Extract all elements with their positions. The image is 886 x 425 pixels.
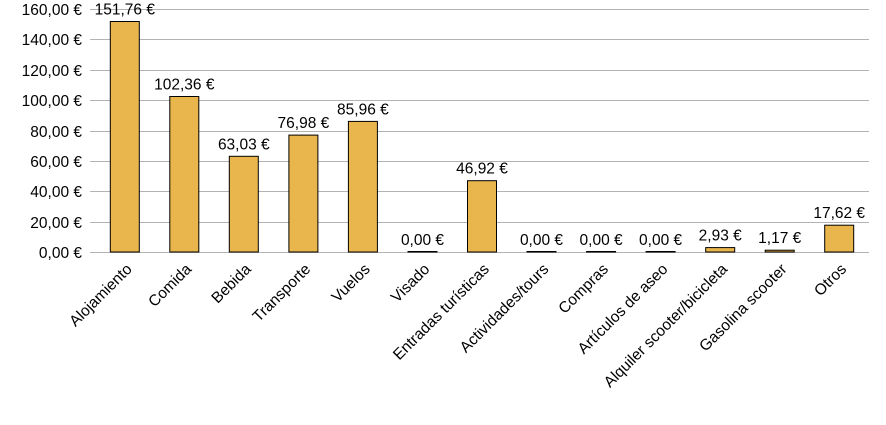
data-label: 17,62 € [813,205,865,222]
gridlines [90,9,869,253]
y-axis-ticks: 0,00 € 20,00 € 40,00 € 60,00 € 80,00 € 100,00… [22,2,83,262]
y-tick-label: 80,00 € [30,124,82,141]
bar [705,247,736,253]
data-label: 0,00 € [639,232,682,249]
data-label: 85,96 € [337,101,389,118]
x-tick-label: Otros [811,261,850,300]
bar [169,96,200,253]
bar [764,249,795,253]
y-tick-label: 120,00 € [22,63,83,80]
x-tick-label: Transporte [250,261,315,326]
data-label: 0,00 € [401,232,444,249]
x-tick-label: Alojamiento [66,261,135,330]
data-label: 63,03 € [218,136,270,153]
data-label: 0,00 € [580,232,623,249]
bar [824,224,855,253]
data-label: 1,17 € [758,230,801,247]
y-tick-label: 140,00 € [22,32,83,49]
bar [407,251,438,253]
data-label: 151,76 € [95,2,156,19]
y-tick-label: 100,00 € [22,93,83,110]
data-label: 0,00 € [520,232,563,249]
data-label: 46,92 € [456,161,508,178]
bars [109,21,855,253]
y-tick-label: 160,00 € [22,2,83,19]
data-label: 102,36 € [154,77,215,94]
bar [109,21,140,253]
y-tick-label: 40,00 € [30,184,82,201]
x-tick-label: Alquiler scooter/bicicleta [601,261,731,391]
data-labels: 151,76 € 102,36 € 63,03 € 76,98 € 85,96 € 0,0… [95,2,866,250]
x-tick-label: Visado [388,261,433,306]
bar [526,251,557,253]
bar [228,155,259,253]
x-tick-label: Compras [555,261,612,318]
bar [586,251,617,253]
bar [467,180,497,253]
bar [347,120,378,253]
y-tick-label: 20,00 € [30,215,82,232]
x-tick-label: Bebida [208,261,254,307]
y-tick-label: 60,00 € [30,154,82,171]
data-label: 76,98 € [278,115,330,132]
bar [645,251,676,253]
data-label: 2,93 € [699,228,742,245]
x-tick-label: Comida [145,261,195,311]
x-tick-label: Vuelos [329,261,374,306]
y-tick-label: 0,00 € [39,245,82,262]
bar [288,134,319,253]
